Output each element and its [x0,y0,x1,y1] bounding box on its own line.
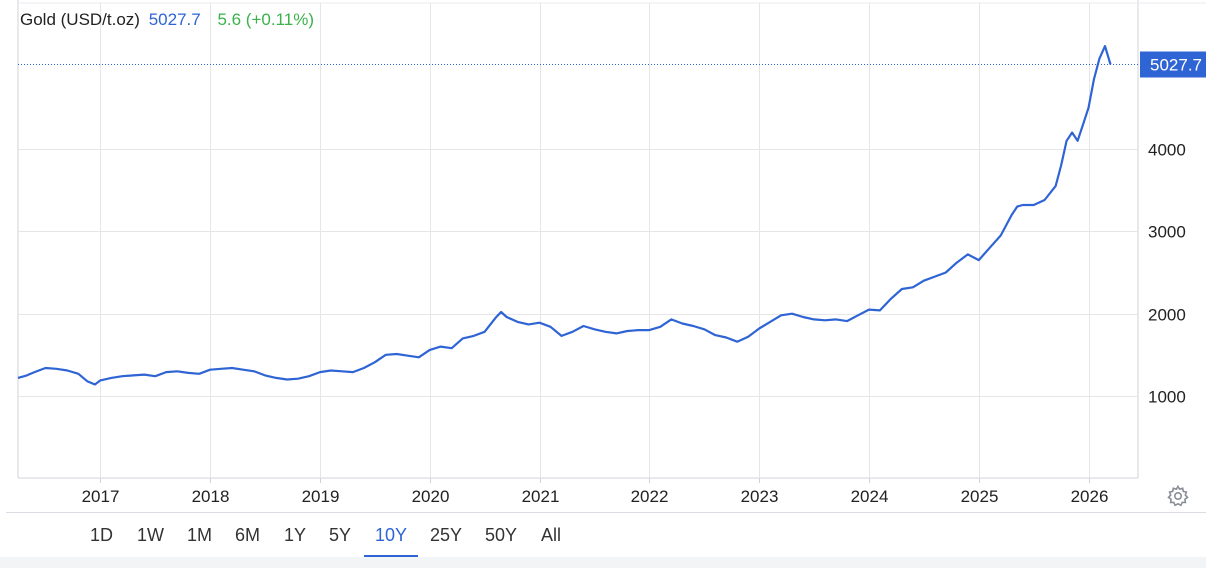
y-tick-label: 2000 [1148,306,1186,325]
x-tick-label: 2017 [82,487,120,506]
chart-area: 1000 2000 3000 4000 2017 2018 2019 2020 2021 2022… [17,0,1206,508]
y-tick-label: 4000 [1148,141,1186,160]
range-button-6m[interactable]: 6M [235,525,261,545]
x-tick-label: 2020 [412,487,450,506]
y-tick-label: 1000 [1148,388,1186,407]
range-button-1m[interactable]: 1M [187,525,213,545]
x-tick-label: 2018 [192,487,230,506]
y-tick-label: 3000 [1148,223,1186,242]
last-price-badge [1140,51,1206,78]
price-chart: 1000 2000 3000 4000 2017 2018 2019 2020 2021 2022… [17,0,1206,506]
chart-legend: Gold (USD/t.oz) 5027.7 5.6 (+0.11%) [20,10,314,30]
time-range-selector: 1D 1W 1M 6M 1Y 5Y 10Y 25Y 50Y All [6,512,1206,558]
x-tick-label: 2021 [522,487,560,506]
x-tick-label: 2025 [961,487,999,506]
gear-icon[interactable] [1166,484,1190,508]
legend-price-change: 5.6 (+0.11%) [217,10,314,29]
range-button-10y[interactable]: 10Y [375,525,408,545]
x-tick-label: 2026 [1071,487,1109,506]
legend-last-price: 5027.7 [148,10,201,29]
x-tick-label: 2019 [302,487,340,506]
x-tick-label: 2024 [851,487,889,506]
range-button-1w[interactable]: 1W [137,525,164,545]
range-button-1y[interactable]: 1Y [284,525,307,545]
last-price-badge-text: 5027.7 [1150,56,1202,75]
legend-instrument-name: Gold (USD/t.oz) [20,10,140,29]
x-tick-label: 2022 [631,487,669,506]
range-button-25y[interactable]: 25Y [430,525,463,545]
range-button-50y[interactable]: 50Y [485,525,518,545]
active-range-indicator [364,555,418,557]
range-button-all[interactable]: All [541,525,562,545]
x-tick-label: 2023 [741,487,779,506]
range-button-5y[interactable]: 5Y [329,525,352,545]
price-series-line [17,44,1112,386]
range-button-1d[interactable]: 1D [90,525,114,545]
page-footer-strip [0,557,1206,568]
